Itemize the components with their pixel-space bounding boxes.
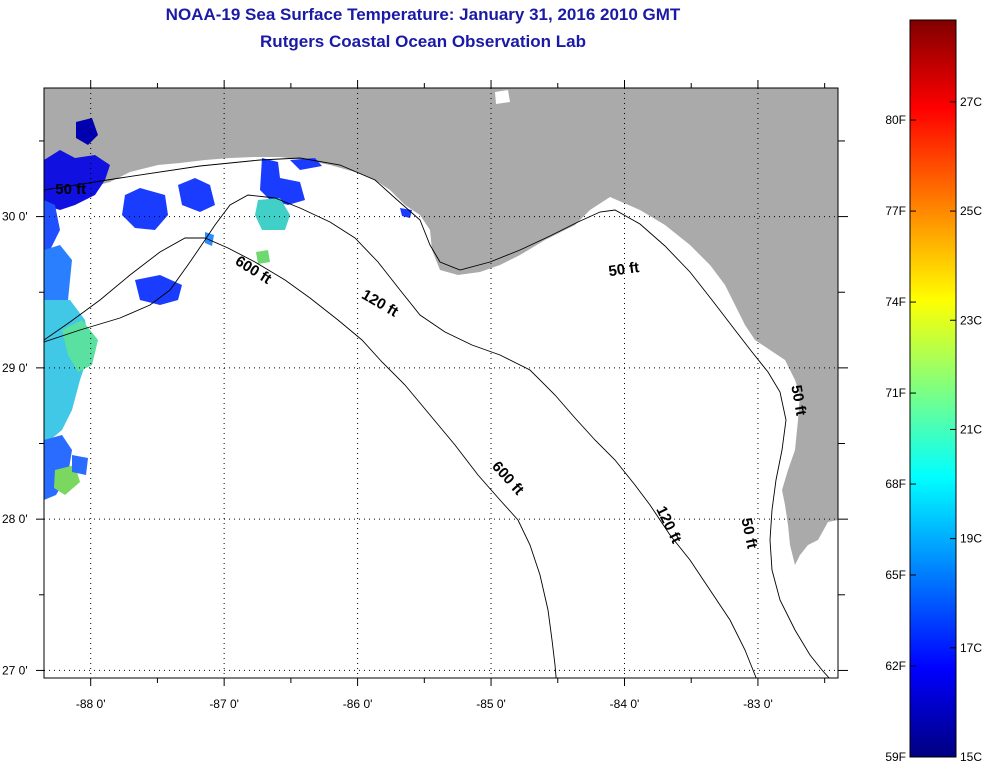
celsius-label: 27C [960,95,982,109]
longitude-label: -84 0' [610,697,640,711]
sst-data-layer [44,88,838,565]
sst-patch [54,465,80,495]
contour-line-600ft [44,237,557,678]
fahrenheit-label: 62F [885,659,906,673]
fahrenheit-label: 65F [885,568,906,582]
sst-patch [260,158,305,205]
fahrenheit-label: 80F [885,113,906,127]
sst-patch [76,118,98,145]
land-mass [44,88,838,565]
sst-patch [44,435,72,500]
latitude-label: 28 0' [2,512,28,526]
sst-patch [255,198,290,230]
fahrenheit-label: 77F [885,204,906,218]
contour-label: 50 ft [607,259,640,280]
celsius-label: 23C [960,313,982,327]
longitude-label: -87 0' [209,697,239,711]
depth-contours [44,157,830,678]
map-subtitle: Rutgers Coastal Ocean Observation Lab [260,32,586,51]
sst-patch [72,455,88,475]
celsius-label: 17C [960,641,982,655]
latitude-labels: 30 0' 29 0' 28 0' 27 0' [2,210,28,678]
sst-patch [135,275,182,305]
sst-patch [44,200,60,255]
celsius-label: 21C [960,422,982,436]
contour-label: 50 ft [737,516,760,550]
sst-patch [122,188,168,230]
longitude-label: -86 0' [343,697,373,711]
sst-patch [290,158,322,170]
map-frame [43,87,839,679]
longitude-labels: -88 0' -87 0' -86 0' -85 0' -84 0' -83 0' [76,697,773,711]
contour-line-50ft [44,157,830,678]
land-island [495,90,510,104]
fahrenheit-label: 71F [885,386,906,400]
contour-label: 50 ft [55,181,86,198]
sst-patch [44,150,110,210]
longitude-label: -88 0' [76,697,106,711]
longitude-label: -85 0' [476,697,506,711]
sst-patch [178,178,215,212]
celsius-label: 15C [960,750,982,764]
lat-lon-grid [44,88,838,678]
fahrenheit-label: 68F [885,477,906,491]
sst-patch [256,250,270,264]
colorbar-gradient [909,19,957,758]
latitude-label: 29 0' [2,361,28,375]
fahrenheit-label: 59F [885,750,906,764]
longitude-label: -83 0' [743,697,773,711]
colorbar-ticks [910,101,956,758]
sst-patch [205,232,214,246]
axis-ticks [36,80,848,686]
celsius-label: 25C [960,204,982,218]
latitude-label: 30 0' [2,210,28,224]
celsius-label: 19C [960,532,982,546]
map-title: NOAA-19 Sea Surface Temperature: January… [165,5,681,24]
latitude-label: 27 0' [2,663,28,677]
fahrenheit-label: 74F [885,295,906,309]
contour-line-120ft [44,194,757,678]
celsius-labels: 27C 25C 23C 21C 19C 17C 15C [960,95,982,764]
contour-label: 50 ft [787,384,809,417]
fahrenheit-labels: 80F 77F 74F 71F 68F 65F 62F 59F [885,113,906,764]
